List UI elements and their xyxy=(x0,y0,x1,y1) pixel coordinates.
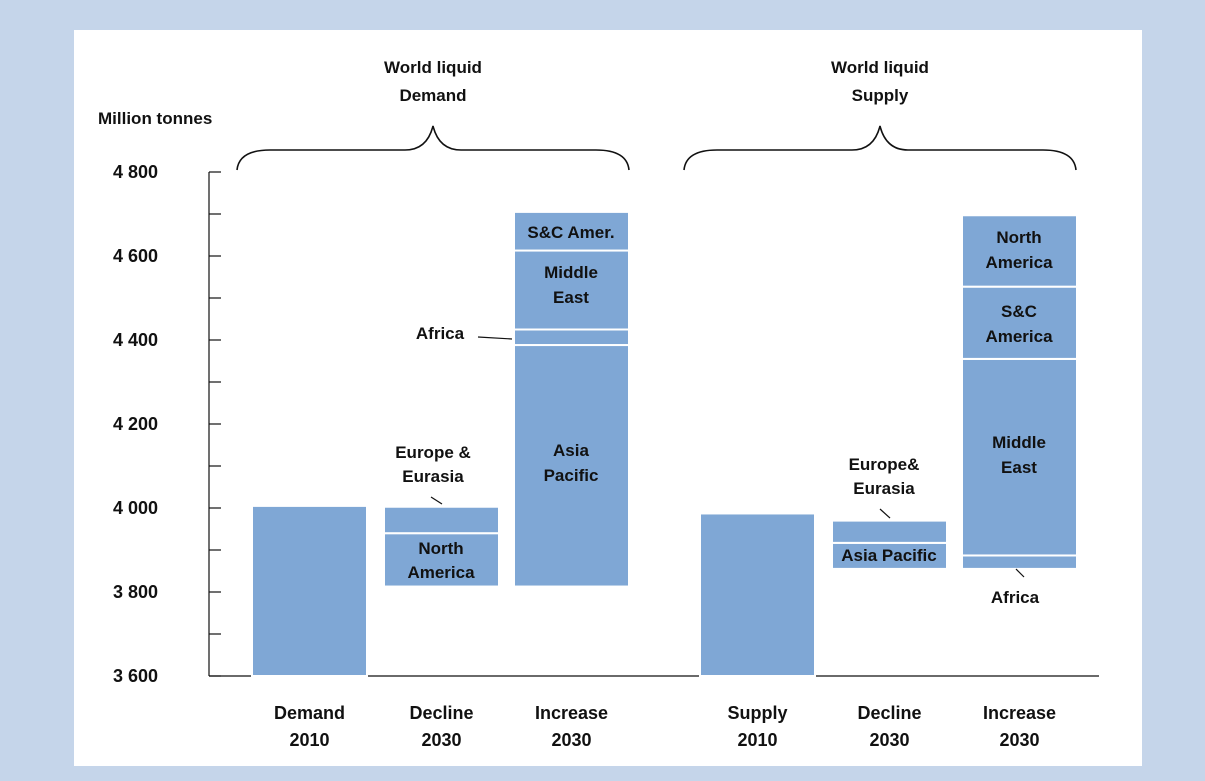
bar-segment xyxy=(961,357,1078,557)
segment-label: Pacific xyxy=(544,466,599,485)
y-tick-label: 4 800 xyxy=(113,162,158,182)
x-category-label: Increase xyxy=(983,703,1056,723)
x-category-label: 2030 xyxy=(551,730,591,750)
x-category-label: Supply xyxy=(727,703,787,723)
y-tick-label: 4 000 xyxy=(113,498,158,518)
segment-label: Eurasia xyxy=(853,479,915,498)
bar-segment xyxy=(961,285,1078,360)
segment-label: Africa xyxy=(416,324,465,343)
segment-label: Middle xyxy=(544,263,598,282)
x-category-label: Demand xyxy=(274,703,345,723)
y-tick-label: 3 600 xyxy=(113,666,158,686)
x-category-label: 2030 xyxy=(869,730,909,750)
segment-label: S&C xyxy=(1001,302,1037,321)
leader-line xyxy=(1015,568,1025,578)
segment-label: Eurasia xyxy=(402,467,464,486)
segment-label: Africa xyxy=(991,588,1040,607)
bar-segment xyxy=(383,505,500,535)
y-tick-label: 4 200 xyxy=(113,414,158,434)
segment-label: America xyxy=(985,253,1053,272)
group-title-supply-line2: Supply xyxy=(852,86,909,105)
y-tick-label: 4 400 xyxy=(113,330,158,350)
x-category-label: Decline xyxy=(409,703,473,723)
y-tick-label: 3 800 xyxy=(113,582,158,602)
x-category-label: Increase xyxy=(535,703,608,723)
segment-label: Asia Pacific xyxy=(841,546,936,565)
segment-label: S&C Amer. xyxy=(527,223,614,242)
bar-segment xyxy=(831,519,948,544)
segment-label: Europe& xyxy=(849,455,920,474)
bar-segment xyxy=(251,504,368,677)
leader-line xyxy=(879,508,891,519)
bar-segment xyxy=(961,554,1078,570)
y-axis-label: Million tonnes xyxy=(98,109,212,128)
group-title-demand-line2: Demand xyxy=(399,86,466,105)
segment-label: Asia xyxy=(553,441,589,460)
x-category-label: 2010 xyxy=(289,730,329,750)
segment-label: Europe & xyxy=(395,443,471,462)
segment-label: East xyxy=(553,288,589,307)
segment-label: America xyxy=(407,563,475,582)
brace-supply xyxy=(683,125,1077,171)
x-category-label: 2010 xyxy=(737,730,777,750)
brace-demand xyxy=(236,125,630,171)
group-title-demand-line1: World liquid xyxy=(384,58,482,77)
segment-label: America xyxy=(985,327,1053,346)
segment-label: East xyxy=(1001,458,1037,477)
bar-segment xyxy=(699,512,816,678)
bar-segment xyxy=(513,210,630,252)
y-tick-label: 4 600 xyxy=(113,246,158,266)
segment-label: North xyxy=(996,228,1041,247)
x-category-label: 2030 xyxy=(999,730,1039,750)
segment-label: Middle xyxy=(992,433,1046,452)
leader-line xyxy=(430,496,443,505)
x-category-label: 2030 xyxy=(421,730,461,750)
bar-segment xyxy=(961,214,1078,288)
segment-label: North xyxy=(418,539,463,558)
group-title-supply-line1: World liquid xyxy=(831,58,929,77)
leader-line xyxy=(477,336,513,340)
bar-segment xyxy=(831,541,948,570)
bar-segment xyxy=(513,328,630,347)
x-category-label: Decline xyxy=(857,703,921,723)
